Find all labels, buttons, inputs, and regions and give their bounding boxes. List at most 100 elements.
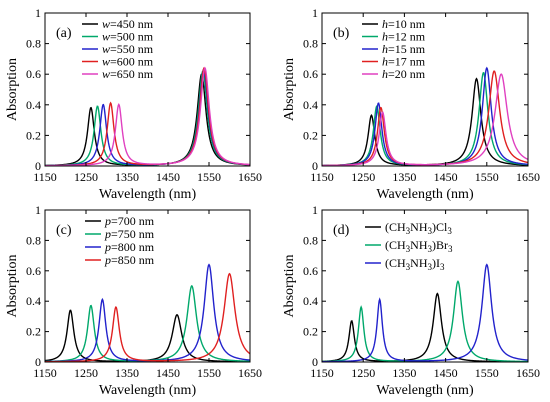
legend-entry: w=500 nm (102, 30, 154, 44)
legend-entry: h=17 nm (382, 55, 426, 69)
x-tick-label: 1350 (392, 170, 416, 184)
x-tick-label: 1350 (115, 366, 139, 380)
panel-label: (b) (333, 26, 350, 41)
y-tick-label: 0 (35, 159, 41, 173)
x-tick-label: 1250 (74, 366, 98, 380)
y-axis-title: Absorption (282, 58, 297, 121)
legend-entry: p=850 nm (104, 253, 155, 267)
x-tick-label: 1250 (351, 170, 375, 184)
series-line (44, 69, 251, 167)
panel-label: (d) (333, 223, 350, 238)
series-line (45, 66, 251, 167)
series-line (44, 67, 251, 167)
x-tick-label: 1350 (115, 170, 139, 184)
legend: w=450 nmw=500 nmw=550 nmw=600 nmw=650 nm (82, 17, 154, 81)
series-line (44, 285, 251, 363)
y-tick-label: 0.2 (303, 325, 318, 339)
x-tick-label: 1650 (516, 170, 540, 184)
y-tick-label: 0.6 (303, 264, 318, 278)
y-tick-label: 0.4 (26, 98, 41, 112)
legend: h=10 nmh=12 nmh=15 nmh=17 nmh=20 nm (362, 17, 426, 81)
panel-a: 1150 1250 1350 1450 1550 1650 0 0.2 0.4 0.6 0.8 1 Wa… (5, 6, 262, 202)
x-tick-label: 1450 (156, 366, 180, 380)
y-axis-title: Absorption (5, 255, 20, 318)
y-tick-label: 0.4 (303, 294, 318, 308)
series-line (321, 263, 529, 363)
panel-label: (c) (56, 223, 72, 238)
panel-d: 1150 1250 1350 1450 1550 1650 0 0.2 0.4 0.6 0.8 1 Wa… (282, 203, 540, 398)
x-tick-label: 1450 (156, 170, 180, 184)
legend-entry: p=750 nm (104, 227, 155, 241)
legend-entry: w=450 nm (102, 17, 154, 31)
x-tick-label: 1650 (238, 366, 262, 380)
plot-frame (321, 209, 529, 363)
legend-entry: h=15 nm (382, 42, 426, 56)
x-tick-label: 1150 (33, 366, 57, 380)
series-line (44, 272, 251, 363)
legend: p=700 nmp=750 nmp=800 nmp=850 nm (85, 214, 155, 267)
x-tick-label: 1450 (434, 366, 458, 380)
y-tick-label: 1 (35, 203, 41, 217)
legend: (CH3NH3)Cl3 (CH3NH3)Br3 (CH3NH3)I3 (365, 220, 453, 272)
y-tick-label: 0.2 (26, 128, 41, 142)
x-tick-label: 1250 (74, 170, 98, 184)
y-axis-title: Absorption (5, 58, 20, 121)
legend-entry: w=550 nm (102, 42, 154, 56)
x-tick-label: 1250 (351, 366, 375, 380)
x-axis-title: Wavelength (nm) (376, 187, 474, 202)
legend-entry: p=700 nm (104, 214, 155, 228)
y-tick-label: 0.8 (26, 37, 41, 51)
legend-entry: h=12 nm (382, 30, 426, 44)
y-tick-label: 1 (35, 6, 41, 20)
series-line (45, 263, 251, 363)
series-line (44, 73, 251, 167)
series-line (321, 73, 529, 167)
x-axis-title: Wavelength (nm) (376, 383, 474, 398)
y-tick-label: 0.8 (26, 233, 41, 247)
series-line (321, 70, 529, 167)
series-line (44, 68, 251, 167)
x-tick-label: 1650 (516, 366, 540, 380)
y-tick-label: 0.4 (303, 98, 318, 112)
panel-c: 1150 1250 1350 1450 1550 1650 0 0.2 0.4 0.6 0.8 1 Wa… (5, 203, 262, 398)
legend-entry: (CH3NH3)Cl3 (385, 220, 452, 236)
y-tick-label: 0 (312, 355, 318, 369)
x-tick-label: 1650 (238, 170, 262, 184)
legend-entry: (CH3NH3)I3 (385, 256, 445, 272)
x-tick-label: 1450 (434, 170, 458, 184)
y-tick-label: 0.2 (303, 128, 318, 142)
panel-label: (a) (56, 26, 72, 41)
legend-entry: w=650 nm (102, 67, 154, 81)
y-tick-label: 0 (35, 355, 41, 369)
x-tick-label: 1550 (475, 170, 499, 184)
x-tick-label: 1150 (310, 366, 334, 380)
legend-entry: h=10 nm (382, 17, 426, 31)
legend-entry: h=20 nm (382, 67, 426, 81)
legend-entry: p=800 nm (104, 240, 155, 254)
x-axis-title: Wavelength (nm) (99, 383, 197, 398)
panel-b: 1150 1250 1350 1450 1550 1650 0 0.2 0.4 0.6 0.8 1 Wa… (282, 6, 540, 202)
plot-frame (44, 209, 251, 363)
y-axis-title: Absorption (282, 255, 297, 318)
x-axis-title: Wavelength (nm) (99, 187, 197, 202)
y-tick-label: 0 (312, 159, 318, 173)
y-tick-label: 0.8 (303, 37, 318, 51)
x-tick-label: 1150 (33, 170, 57, 184)
x-tick-label: 1550 (197, 366, 221, 380)
x-tick-label: 1350 (392, 366, 416, 380)
x-tick-label: 1150 (310, 170, 334, 184)
series-line (321, 280, 529, 363)
y-tick-label: 1 (312, 6, 318, 20)
legend-entry: (CH3NH3)Br3 (385, 238, 453, 254)
y-tick-label: 1 (312, 203, 318, 217)
y-tick-label: 0.2 (26, 325, 41, 339)
x-tick-label: 1550 (475, 366, 499, 380)
y-tick-label: 0.4 (26, 294, 41, 308)
legend-entry: w=600 nm (102, 55, 154, 69)
x-tick-label: 1550 (197, 170, 221, 184)
series-line (321, 292, 528, 363)
plot-frame (321, 12, 529, 167)
y-tick-label: 0.6 (26, 264, 41, 278)
y-tick-label: 0.6 (26, 67, 41, 81)
